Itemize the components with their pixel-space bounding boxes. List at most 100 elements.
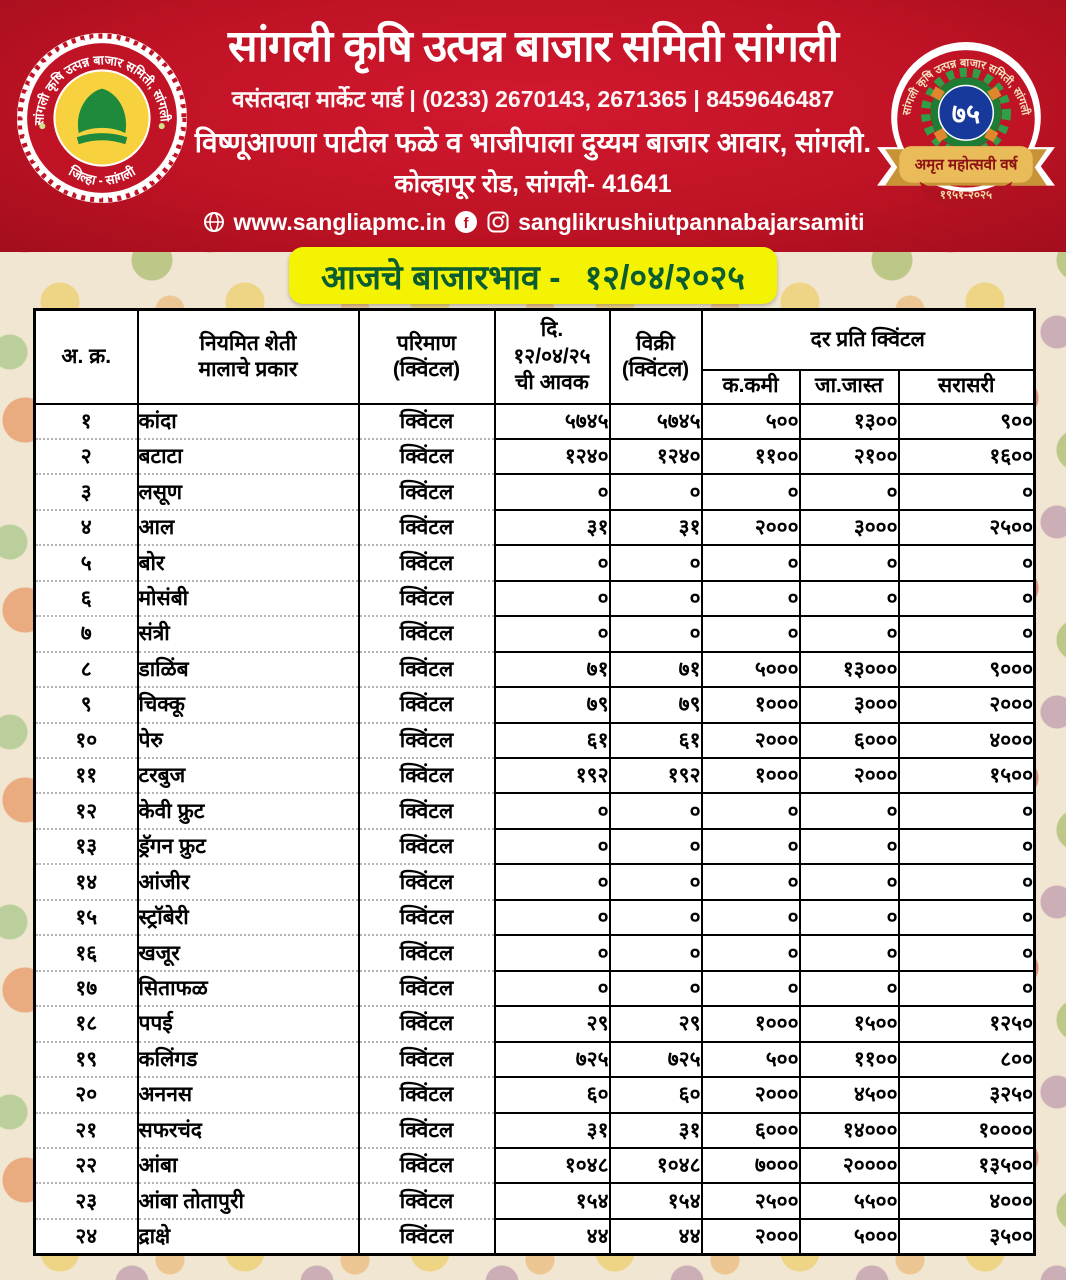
cell-sr: १३	[34, 828, 139, 866]
instagram-icon	[487, 211, 509, 233]
cell-max: ०	[798, 934, 900, 972]
cell-arrival: ७९	[493, 686, 611, 724]
cell-sr: २१	[34, 1112, 139, 1150]
cell-avg: ९००	[897, 402, 1036, 440]
cell-avg: ९०००	[897, 650, 1036, 689]
cell-sale: २९	[608, 1005, 703, 1043]
cell-max: ४५००	[798, 1076, 900, 1114]
cell-min: २०००	[700, 1217, 801, 1256]
cell-sale: ०	[608, 863, 703, 901]
cell-arrival: ०	[493, 863, 611, 901]
cell-sr: २०	[34, 1077, 139, 1114]
cell-sale: ०	[608, 969, 703, 1008]
cell-sr: १८	[34, 1006, 139, 1043]
lotus-petals	[921, 67, 1011, 158]
header-sale: विक्री (क्विंटल)	[608, 308, 703, 405]
cell-avg: १६००	[897, 437, 1036, 476]
cell-max: २०००	[798, 757, 900, 795]
cell-unit: क्विंटल	[358, 474, 496, 511]
cell-max: ०	[798, 792, 900, 830]
cell-unit: क्विंटल	[358, 793, 496, 830]
cell-arrival: ३१	[493, 1111, 611, 1150]
cell-avg: ०	[897, 934, 1036, 972]
cell-sr: १	[34, 403, 139, 440]
cell-avg: १३५००	[897, 1147, 1036, 1185]
cell-name: स्ट्रॉबेरी	[137, 899, 360, 937]
cell-max: ०	[798, 898, 900, 937]
cell-name: अननस	[137, 1077, 360, 1114]
cell-sr: १२	[34, 793, 139, 830]
cell-sr: १०	[34, 722, 139, 760]
cell-name: द्राक्षे	[137, 1218, 360, 1256]
cell-unit: क्विंटल	[358, 687, 496, 724]
table-row: ९ चिक्कू क्विंटल ७९ ७९ १००० ३००० २०००	[34, 686, 1036, 724]
cell-min: ५०००	[700, 650, 801, 689]
header-arrival: दि. १२/०४/२५ ची आवक	[493, 308, 611, 405]
cell-arrival: ३१	[493, 508, 611, 547]
cell-unit: क्विंटल	[358, 1183, 496, 1220]
cell-name: मोसंबी	[137, 580, 360, 618]
cell-avg: ३५००	[897, 1217, 1036, 1256]
cell-avg: १२५०	[897, 1005, 1036, 1043]
cell-unit: क्विंटल	[358, 1112, 496, 1150]
badge-years-text: १९५१-२०२५	[940, 189, 992, 202]
cell-avg: ८००	[897, 1040, 1036, 1079]
cell-min: ०	[700, 934, 801, 972]
table-row: १५ स्ट्रॉबेरी क्विंटल ० ० ० ० ०	[34, 898, 1036, 937]
market-yard-line: विष्णूआण्णा पाटील फळे व भाजीपाला दुय्यम …	[194, 126, 872, 158]
cell-sale: ०	[608, 827, 703, 866]
cell-sr: ४	[34, 509, 139, 547]
cell-sale: १०४८	[608, 1147, 703, 1185]
cell-arrival: ०	[493, 792, 611, 830]
cell-min: २०००	[700, 1076, 801, 1114]
cell-arrival: ०	[493, 969, 611, 1008]
cell-min: २०००	[700, 721, 801, 760]
cell-min: ५००	[700, 1040, 801, 1079]
cell-avg: ०	[897, 827, 1036, 866]
website-text: www.sangliapmc.in	[233, 208, 447, 235]
cell-sale: ०	[608, 473, 703, 511]
cell-max: ६०००	[798, 721, 900, 760]
cell-max: ०	[798, 863, 900, 901]
cell-avg: ०	[897, 615, 1036, 653]
amrut-mahotsav-badge: सांगली कृषि उत्पन्न बाजार समिती, सांगली …	[877, 42, 1055, 208]
cell-unit: क्विंटल	[358, 580, 496, 618]
header-text-block: सांगली कृषि उत्पन्न बाजार समिती सांगली व…	[190, 22, 876, 236]
cell-min: ७०००	[700, 1147, 801, 1185]
cell-unit: क्विंटल	[358, 1148, 496, 1185]
cell-name: खजूर	[137, 935, 360, 972]
cell-min: ११००	[700, 437, 801, 476]
cell-unit: क्विंटल	[358, 403, 496, 440]
cell-name: चिक्कू	[137, 687, 360, 724]
cell-name: आंबा तोतापुरी	[137, 1183, 360, 1220]
cell-min: ५००	[700, 402, 801, 440]
cell-arrival: १२४०	[493, 437, 611, 476]
cell-unit: क्विंटल	[358, 828, 496, 866]
table-row: ११ टरबुज क्विंटल १९२ १९२ १००० २००० १५००	[34, 757, 1036, 795]
cell-max: १३०००	[798, 650, 900, 689]
cell-avg: २५००	[897, 508, 1036, 547]
cell-min: ०	[700, 473, 801, 511]
cell-sr: ९	[34, 687, 139, 724]
social-handle-text: sanglikrushiutpannabajarsamiti	[518, 208, 865, 235]
cell-arrival: ५७४५	[493, 402, 611, 440]
header-rate-avg: सरासरी	[897, 368, 1036, 405]
cell-name: डाळिंब	[137, 651, 360, 689]
cell-sr: १९	[34, 1041, 139, 1079]
table-row: २ बटाटा क्विंटल १२४० १२४० ११०० २१०० १६००	[34, 437, 1036, 476]
ribbon-text: अमृत महोत्सवी वर्ष	[915, 155, 1019, 174]
banner-date: १२/०४/२०२५	[584, 258, 745, 297]
cell-min: १०००	[700, 757, 801, 795]
cell-sale: १९२	[608, 757, 703, 795]
table-row: १८ पपई क्विंटल २९ २९ १००० १५०० १२५०	[34, 1005, 1036, 1043]
cell-arrival: ७२५	[493, 1040, 611, 1079]
cell-sale: ७१	[608, 650, 703, 689]
cell-arrival: ६०	[493, 1076, 611, 1114]
cell-sale: १२४०	[608, 437, 703, 476]
cell-name: केवी फ्रुट	[137, 793, 360, 830]
cell-sale: ३१	[608, 1111, 703, 1150]
cell-min: ०	[700, 969, 801, 1008]
cell-max: ३०००	[798, 508, 900, 547]
cell-sale: ५७४५	[608, 402, 703, 440]
